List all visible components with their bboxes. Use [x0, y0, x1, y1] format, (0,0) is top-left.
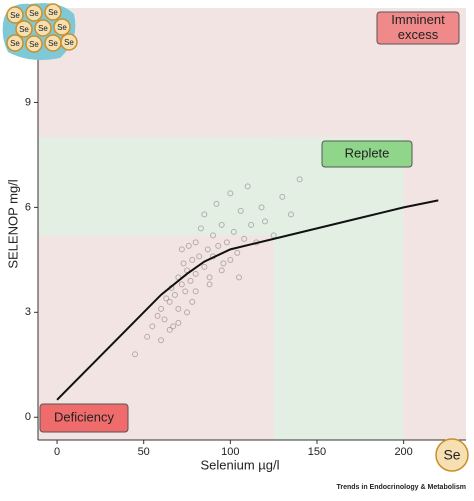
icon-ball	[6, 6, 24, 24]
scatter-point	[244, 183, 251, 190]
y-tick-label: 6	[25, 201, 31, 213]
y-axis-label: SELENOP mg/l	[5, 179, 20, 268]
scatter-point	[220, 260, 227, 267]
icon-label: Se	[19, 25, 29, 34]
scatter-point	[296, 176, 303, 183]
annotation-text: Deficiency	[54, 409, 114, 424]
annotation-text: Replete	[345, 145, 390, 160]
scatter-point	[154, 312, 161, 319]
y-tick-label: 3	[25, 306, 31, 318]
scatter-point	[158, 337, 165, 344]
scatter-point	[166, 298, 173, 305]
icon-label: Se	[38, 24, 48, 33]
scatter-point	[184, 309, 191, 316]
scatter-point	[223, 239, 230, 246]
annotation-box	[321, 140, 413, 168]
icon-label: Se	[64, 38, 74, 47]
scatter-point	[149, 323, 156, 330]
x-axis-label: Selenium µg/l	[200, 457, 279, 472]
scatter-point	[158, 305, 165, 312]
icon-label: Se	[10, 11, 20, 20]
scatter-point	[187, 277, 194, 284]
scatter-point	[210, 232, 217, 239]
scatter-point	[197, 225, 204, 232]
scatter-point	[182, 288, 189, 295]
fit-line	[56, 199, 439, 401]
scatter-point	[241, 235, 248, 242]
y-tick-label: 0	[25, 411, 31, 423]
scatter-point	[163, 295, 170, 302]
x-tick-label: 200	[394, 446, 412, 458]
icon-label: Se	[29, 40, 39, 49]
scatter-point	[287, 211, 294, 218]
scatter-point	[144, 333, 151, 340]
icon-label: Se	[29, 9, 39, 18]
icon-ball	[60, 33, 78, 51]
icon-ball	[435, 438, 469, 472]
annotation-box	[376, 11, 460, 45]
icon-label: Se	[48, 39, 58, 48]
scatter-point	[227, 190, 234, 197]
x-tick-label: 50	[138, 446, 150, 458]
scatter-point	[218, 221, 225, 228]
scatter-point	[192, 239, 199, 246]
scatter-point	[261, 218, 268, 225]
scatter-point	[175, 319, 182, 326]
scatter-point	[161, 316, 168, 323]
scatter-point	[178, 281, 185, 288]
scatter-point	[192, 270, 199, 277]
annotation-box	[39, 403, 129, 433]
icon-label: Se	[10, 39, 20, 48]
scatter-point	[206, 281, 213, 288]
scatter-point	[237, 207, 244, 214]
scatter-point	[215, 242, 222, 249]
x-tick-label: 100	[221, 446, 239, 458]
scatter-point	[201, 263, 208, 270]
scatter-point	[178, 246, 185, 253]
scatter-point	[213, 200, 220, 207]
x-tick-label: 0	[54, 446, 60, 458]
icon-ball	[25, 35, 43, 53]
source: Trends in Endocrinology & Metabolism	[336, 484, 466, 491]
icon-ball	[25, 4, 43, 22]
scatter-point	[279, 193, 286, 200]
icon-ball	[15, 20, 33, 38]
scatter-point	[166, 326, 173, 333]
scatter-point	[218, 267, 225, 274]
scatter-point	[189, 256, 196, 263]
scatter-point	[258, 204, 265, 211]
scatter-point	[132, 351, 139, 358]
icon-ball	[34, 19, 52, 37]
scatter-point	[170, 323, 177, 330]
scatter-point	[206, 274, 213, 281]
scatter-point	[180, 260, 187, 267]
icon-ball	[44, 3, 62, 21]
scatter-point	[201, 211, 208, 218]
scatter-point	[189, 298, 196, 305]
icon-ball	[6, 34, 24, 52]
scatter-point	[175, 305, 182, 312]
scatter-point	[171, 291, 178, 298]
icon-ball	[53, 18, 71, 36]
y-tick-label: 9	[25, 96, 31, 108]
annotation-text: Imminent excess	[391, 12, 445, 42]
x-tick-label: 150	[308, 446, 326, 458]
scatter-point	[236, 274, 243, 281]
icon-label: Se	[48, 8, 58, 17]
scatter-point	[227, 256, 234, 263]
scatter-point	[230, 228, 237, 235]
scatter-point	[204, 246, 211, 253]
region	[273, 137, 404, 440]
scatter-point	[234, 249, 241, 256]
icon-label: Se	[57, 23, 67, 32]
scatter-point	[248, 221, 255, 228]
icon-label: Se	[443, 447, 460, 463]
scatter-point	[192, 288, 199, 295]
scatter-point	[196, 253, 203, 260]
scatter-point	[185, 242, 192, 249]
plot-area: 0 3 6 9 0 50 100 150 200	[25, 8, 466, 458]
